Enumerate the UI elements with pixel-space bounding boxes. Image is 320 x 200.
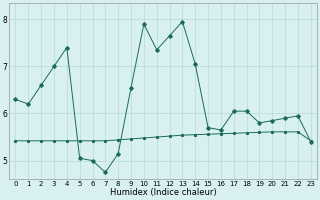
X-axis label: Humidex (Indice chaleur): Humidex (Indice chaleur) <box>110 188 216 197</box>
